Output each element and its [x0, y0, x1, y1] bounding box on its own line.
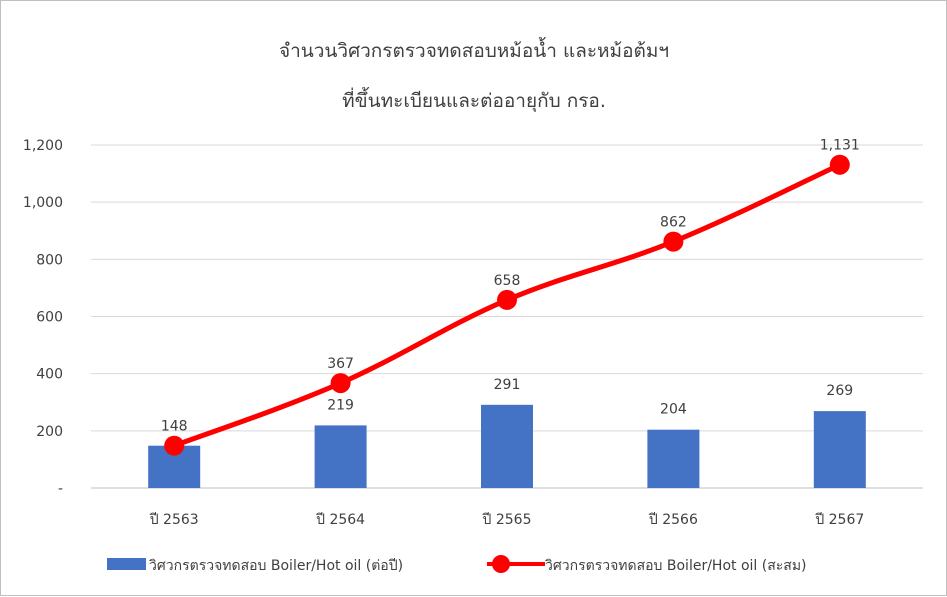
y-tick-label: 800 — [36, 252, 63, 268]
x-tick-label: ปี 2566 — [648, 512, 698, 528]
bar-data-label: 219 — [327, 397, 354, 413]
chart-title-line-2: ที่ขึ้นทะเบียนและต่ออายุกับ กรอ. — [342, 87, 606, 113]
x-tick-label: ปี 2567 — [815, 512, 864, 528]
x-tick-label: ปี 2565 — [482, 512, 531, 528]
line-point — [497, 289, 517, 310]
x-tick-label: ปี 2564 — [316, 512, 366, 528]
line-point — [330, 373, 351, 394]
line-point — [829, 154, 850, 175]
line-data-label: 658 — [494, 273, 521, 289]
line-data-label: 367 — [327, 356, 354, 372]
legend-bar-label: วิศวกรตรวจทดสอบ Boiler/Hot oil (ต่อปี) — [149, 558, 403, 574]
bar — [647, 429, 700, 488]
line-point — [663, 231, 684, 252]
y-axis-ticks: - 200 400 600 800 1,000 1,200 — [23, 138, 63, 497]
y-tick-label: 200 — [36, 424, 63, 440]
line-data-label: 862 — [660, 215, 687, 231]
y-tick-label: 1,200 — [23, 138, 63, 154]
line-point — [164, 435, 185, 456]
legend-line-label: วิศวกรตรวจทดสอบ Boiler/Hot oil (สะสม) — [545, 558, 807, 574]
line-series: 148 367 658 862 1,131 — [161, 138, 860, 456]
x-axis-ticks: ปี 2563 ปี 2564 ปี 2565 ปี 2566 ปี 2567 — [149, 512, 864, 528]
bar — [813, 411, 866, 488]
bar — [314, 425, 367, 488]
bar-data-label: 204 — [660, 402, 687, 418]
bar-series: 219 291 204 269 — [148, 377, 866, 488]
line-data-label: 1,131 — [820, 138, 860, 154]
line-data-label: 148 — [161, 419, 188, 435]
y-tick-label: - — [58, 481, 63, 497]
bar-data-label: 269 — [826, 383, 853, 399]
legend-line-marker — [492, 555, 510, 573]
legend: วิศวกรตรวจทดสอบ Boiler/Hot oil (ต่อปี) ว… — [107, 555, 807, 574]
gridlines — [91, 144, 923, 489]
y-tick-label: 600 — [36, 310, 63, 326]
legend-bar-swatch — [107, 558, 146, 570]
bar-data-label: 291 — [494, 377, 521, 393]
bar — [481, 404, 533, 488]
chart-title-line-1: จำนวนวิศวกรตรวจทดสอบหม้อน้ำ และหม้อต้มฯ — [279, 37, 669, 62]
y-tick-label: 400 — [36, 367, 63, 383]
y-tick-label: 1,000 — [23, 195, 63, 211]
x-tick-label: ปี 2563 — [149, 512, 198, 528]
